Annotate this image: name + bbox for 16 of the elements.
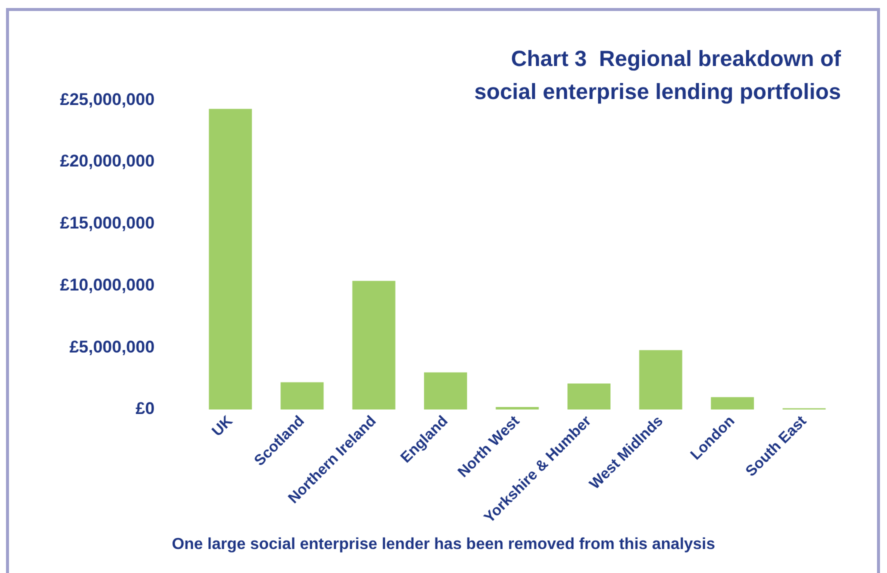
text: One large social enterprise lender has been removed from this analysis xyxy=(170,536,716,554)
bar xyxy=(424,372,468,410)
y-tick-label: £20,000,000 xyxy=(60,152,155,171)
bar xyxy=(280,382,324,410)
y-tick-label: £0 xyxy=(136,399,155,418)
y-tick-label: £10,000,000 xyxy=(60,275,155,294)
y-tick-label: £25,000,000 xyxy=(60,90,155,109)
bar xyxy=(352,280,396,410)
x-tick-label: UK xyxy=(208,412,236,440)
bar xyxy=(567,384,611,410)
bar xyxy=(639,350,682,410)
y-tick-label: £15,000,000 xyxy=(60,214,155,233)
bar xyxy=(208,108,252,410)
y-tick-label: £5,000,000 xyxy=(69,337,155,356)
chart-title: Chart 3 Regional breakdown of social enterprise lending portfolios xyxy=(474,45,841,106)
bar xyxy=(710,397,754,410)
